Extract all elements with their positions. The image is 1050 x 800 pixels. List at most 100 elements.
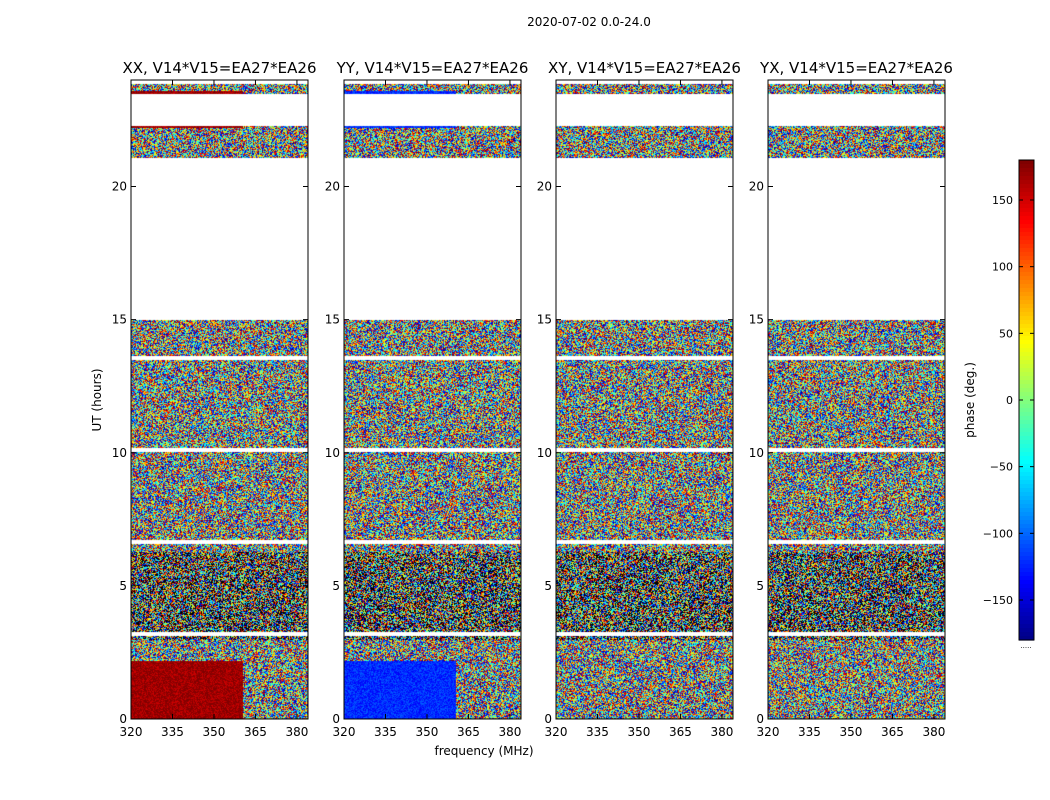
colorbar-segment <box>1019 308 1034 313</box>
colorbar-segment <box>1019 520 1034 525</box>
x-tick-label: 335 <box>586 725 609 739</box>
colorbar-segment <box>1019 548 1034 553</box>
colorbar-segment <box>1019 508 1034 513</box>
colorbar-segment <box>1019 544 1034 549</box>
y-tick-label: 0 <box>544 712 552 726</box>
colorbar-segment <box>1019 620 1034 625</box>
colorbar-segment <box>1019 352 1034 357</box>
colorbar-segment <box>1019 540 1034 545</box>
colorbar-segment <box>1019 324 1034 329</box>
colorbar: 150 100 50 0 −50 −100 −150 <box>983 159 1035 641</box>
x-tick-label: 380 <box>498 725 521 739</box>
colorbar-segment <box>1019 484 1034 489</box>
colorbar-tick-label: −50 <box>990 461 1013 474</box>
y-tick-label: 0 <box>332 712 340 726</box>
colorbar-segment <box>1019 500 1034 505</box>
colorbar-segment <box>1019 584 1034 589</box>
colorbar-segment <box>1019 408 1034 413</box>
y-tick-label: 15 <box>537 313 552 327</box>
colorbar-segment <box>1019 476 1034 481</box>
colorbar-segment <box>1019 440 1034 445</box>
colorbar-segment <box>1019 296 1034 301</box>
y-tick-label: 10 <box>112 446 127 460</box>
colorbar-segment <box>1019 240 1034 245</box>
colorbar-segment <box>1019 424 1034 429</box>
colorbar-segment <box>1019 316 1034 321</box>
colorbar-segment <box>1019 552 1034 557</box>
x-tick-label: 335 <box>798 725 821 739</box>
colorbar-segment <box>1019 184 1034 189</box>
suptitle: 2020-07-02 0.0-24.0 <box>527 15 651 29</box>
colorbar-tick-label: 150 <box>992 194 1013 207</box>
colorbar-label: phase (deg.) <box>963 362 977 438</box>
colorbar-segment <box>1019 276 1034 281</box>
y-tick-label: 20 <box>325 180 340 194</box>
colorbar-segment <box>1019 244 1034 249</box>
colorbar-segment <box>1019 256 1034 261</box>
x-tick-label: 320 <box>120 725 143 739</box>
x-tick-label: 350 <box>416 725 439 739</box>
colorbar-segment <box>1019 252 1034 257</box>
x-tick-label: 350 <box>203 725 226 739</box>
colorbar-segment <box>1019 344 1034 349</box>
colorbar-segment <box>1019 592 1034 597</box>
colorbar-segment <box>1019 168 1034 173</box>
colorbar-segment <box>1019 164 1034 169</box>
colorbar-segment <box>1019 236 1034 241</box>
colorbar-segment <box>1019 560 1034 565</box>
colorbar-segment <box>1019 388 1034 393</box>
x-tick-label: 320 <box>545 725 568 739</box>
panel-xx: XX, V14*V15=EA27*EA26 320 335 350 365 380 0 5 10… <box>112 59 317 739</box>
colorbar-segment <box>1019 284 1034 289</box>
colorbar-segment <box>1019 404 1034 409</box>
colorbar-segment <box>1019 572 1034 577</box>
colorbar-segment <box>1019 160 1034 165</box>
colorbar-segment <box>1019 568 1034 573</box>
y-tick-label: 0 <box>756 712 764 726</box>
colorbar-segment <box>1019 396 1034 401</box>
colorbar-tick-label: −150 <box>983 594 1013 607</box>
x-tick-label: 365 <box>457 725 480 739</box>
colorbar-segment <box>1019 488 1034 493</box>
colorbar-segment <box>1019 604 1034 609</box>
colorbar-segment <box>1019 176 1034 181</box>
heatmap-image <box>768 80 945 719</box>
panel-yx: YX, V14*V15=EA27*EA26 320 335 350 365 380 0 5 10… <box>749 59 953 739</box>
colorbar-segment <box>1019 348 1034 353</box>
colorbar-segment <box>1019 452 1034 457</box>
colorbar-segment <box>1019 280 1034 285</box>
colorbar-segment <box>1019 376 1034 381</box>
colorbar-segment <box>1019 528 1034 533</box>
colorbar-segment <box>1019 468 1034 473</box>
colorbar-segment <box>1019 328 1034 333</box>
heatmap-image <box>131 80 308 719</box>
colorbar-segment <box>1019 516 1034 521</box>
y-tick-label: 15 <box>749 313 764 327</box>
y-tick-label: 20 <box>749 180 764 194</box>
colorbar-segment <box>1019 564 1034 569</box>
colorbar-segment <box>1019 436 1034 441</box>
colorbar-segment <box>1019 392 1034 397</box>
colorbar-segment <box>1019 228 1034 233</box>
colorbar-segment <box>1019 536 1034 541</box>
colorbar-segment <box>1019 412 1034 417</box>
colorbar-segment <box>1019 204 1034 209</box>
panel-title: YX, V14*V15=EA27*EA26 <box>759 59 953 77</box>
colorbar-tick-label: 100 <box>992 261 1013 274</box>
colorbar-segment <box>1019 312 1034 317</box>
colorbar-segment <box>1019 208 1034 213</box>
y-tick-label: 0 <box>119 712 127 726</box>
colorbar-segment <box>1019 448 1034 453</box>
colorbar-segment <box>1019 272 1034 277</box>
colorbar-segment <box>1019 636 1034 641</box>
colorbar-segment <box>1019 420 1034 425</box>
colorbar-segment <box>1019 616 1034 621</box>
colorbar-segment <box>1019 444 1034 449</box>
panel-title: XX, V14*V15=EA27*EA26 <box>122 59 316 77</box>
colorbar-segment <box>1019 300 1034 305</box>
x-axis-label: frequency (MHz) <box>434 744 533 758</box>
colorbar-segment <box>1019 304 1034 309</box>
colorbar-tick-label: 50 <box>999 327 1013 340</box>
colorbar-segment <box>1019 580 1034 585</box>
